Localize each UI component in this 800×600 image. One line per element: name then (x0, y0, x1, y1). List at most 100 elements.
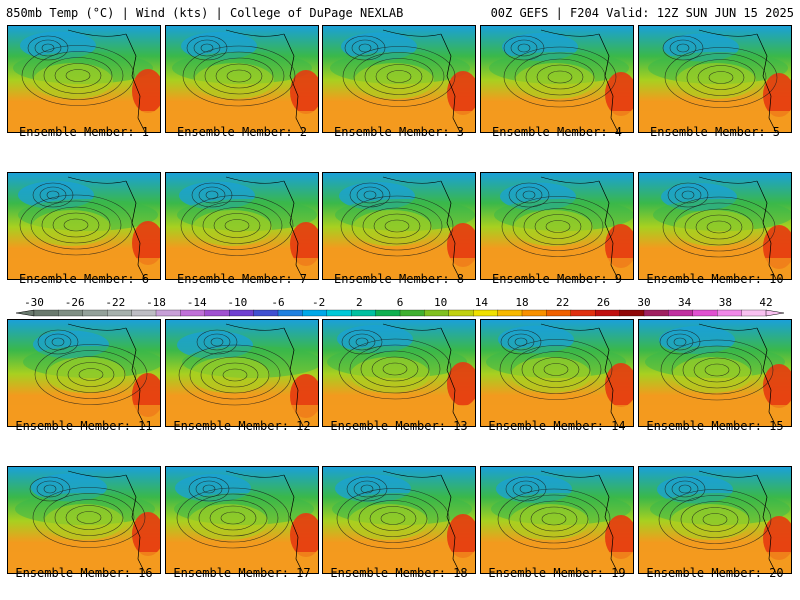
colorbar-tick-label: 14 (475, 296, 489, 309)
ensemble-member-label: Ensemble Member: 13 (330, 419, 468, 433)
colorbar-swatch (668, 309, 694, 317)
colorbar-swatch (33, 309, 59, 317)
colorbar-swatch (326, 309, 352, 317)
temperature-map (323, 320, 475, 426)
colorbar-tick-label: -14 (187, 296, 207, 309)
colorbar-swatch (448, 309, 474, 317)
colorbar-tick-label: -30 (24, 296, 44, 309)
colorbar-swatch (399, 309, 425, 317)
ensemble-panel (638, 319, 792, 427)
ensemble-member-label: Ensemble Member: 4 (491, 125, 623, 139)
ensemble-panel (7, 319, 161, 427)
colorbar-swatch (58, 309, 84, 317)
temperature-map (639, 320, 791, 426)
colorbar-tick-label: 34 (678, 296, 692, 309)
ensemble-panel (322, 319, 476, 427)
colorbar-swatch (180, 309, 206, 317)
ensemble-panel (480, 466, 634, 574)
product-title: 850mb Temp (°C) | Wind (kts) | College o… (6, 6, 404, 20)
ensemble-panel (165, 172, 319, 280)
ensemble-member-label: Ensemble Member: 20 (646, 566, 784, 580)
temperature-map (323, 26, 475, 132)
colorbar-swatch (375, 309, 401, 317)
ensemble-panel (322, 172, 476, 280)
temperature-map (166, 26, 318, 132)
ensemble-member-label: Ensemble Member: 19 (488, 566, 626, 580)
colorbar-swatch (155, 309, 181, 317)
ensemble-panel (638, 25, 792, 133)
colorbar-swatch (107, 309, 133, 317)
ensemble-member-label: Ensemble Member: 12 (173, 419, 311, 433)
colorbar-tick-label: 26 (597, 296, 610, 309)
colorbar-swatch (204, 309, 230, 317)
colorbar-swatch (595, 309, 621, 317)
ensemble-member-label: Ensemble Member: 18 (330, 566, 468, 580)
ensemble-member-label: Ensemble Member: 14 (488, 419, 626, 433)
temperature-map (323, 467, 475, 573)
temperature-map (639, 26, 791, 132)
ensemble-panel (7, 466, 161, 574)
ensemble-member-label: Ensemble Member: 2 (176, 125, 308, 139)
ensemble-member-label: Ensemble Member: 6 (18, 272, 150, 286)
temperature-map (481, 173, 633, 279)
colorbar-swatch (643, 309, 669, 317)
colorbar-max-arrow (765, 309, 785, 317)
colorbar-swatch (741, 309, 767, 317)
colorbar-swatch (570, 309, 596, 317)
colorbar-tick-label: -6 (271, 296, 284, 309)
colorbar-tick-label: 10 (434, 296, 447, 309)
ensemble-panel (638, 466, 792, 574)
temperature-map (166, 173, 318, 279)
colorbar-swatch (253, 309, 279, 317)
colorbar-swatch (302, 309, 328, 317)
ensemble-panel (7, 172, 161, 280)
temperature-map (323, 173, 475, 279)
ensemble-member-label: Ensemble Member: 10 (646, 272, 784, 286)
colorbar-tick-label: -18 (146, 296, 166, 309)
colorbar-swatch (424, 309, 450, 317)
temperature-map (166, 320, 318, 426)
ensemble-member-label: Ensemble Member: 9 (491, 272, 623, 286)
ensemble-member-label: Ensemble Member: 11 (15, 419, 153, 433)
colorbar-swatch (277, 309, 303, 317)
ensemble-panel (165, 466, 319, 574)
ensemble-panel (322, 466, 476, 574)
colorbar-tick-label: -22 (105, 296, 125, 309)
colorbar-swatch (717, 309, 743, 317)
ensemble-panel (7, 25, 161, 133)
colorbar-swatch (521, 309, 547, 317)
colorbar-tick-label: -26 (65, 296, 85, 309)
colorbar-swatch (473, 309, 499, 317)
colorbar-tick-label: -10 (227, 296, 247, 309)
colorbar-swatch (692, 309, 718, 317)
ensemble-member-label: Ensemble Member: 5 (649, 125, 781, 139)
ensemble-member-label: Ensemble Member: 15 (646, 419, 784, 433)
ensemble-panel (165, 25, 319, 133)
run-valid-time: 00Z GEFS | F204 Valid: 12Z SUN JUN 15 20… (490, 6, 794, 20)
temperature-map (481, 467, 633, 573)
temperature-map (481, 26, 633, 132)
ensemble-panel (480, 319, 634, 427)
ensemble-member-label: Ensemble Member: 3 (333, 125, 465, 139)
temperature-map (8, 173, 160, 279)
colorbar-tick-label: 18 (515, 296, 528, 309)
ensemble-member-label: Ensemble Member: 17 (173, 566, 311, 580)
ensemble-panel (165, 319, 319, 427)
colorbar-tick-label: 38 (719, 296, 732, 309)
colorbar-swatch (229, 309, 255, 317)
colorbar-tick-label: 2 (356, 296, 363, 309)
ensemble-member-label: Ensemble Member: 1 (18, 125, 150, 139)
colorbar-swatch (82, 309, 108, 317)
ensemble-panel (322, 25, 476, 133)
colorbar-swatch (131, 309, 157, 317)
temperature-map (639, 173, 791, 279)
ensemble-panel (480, 25, 634, 133)
colorbar-swatch (497, 309, 523, 317)
ensemble-member-label: Ensemble Member: 16 (15, 566, 153, 580)
colorbar-tick-label: 22 (556, 296, 569, 309)
ensemble-member-label: Ensemble Member: 7 (176, 272, 308, 286)
temperature-map (8, 26, 160, 132)
colorbar-tick-label: -2 (312, 296, 325, 309)
temperature-map (8, 320, 160, 426)
